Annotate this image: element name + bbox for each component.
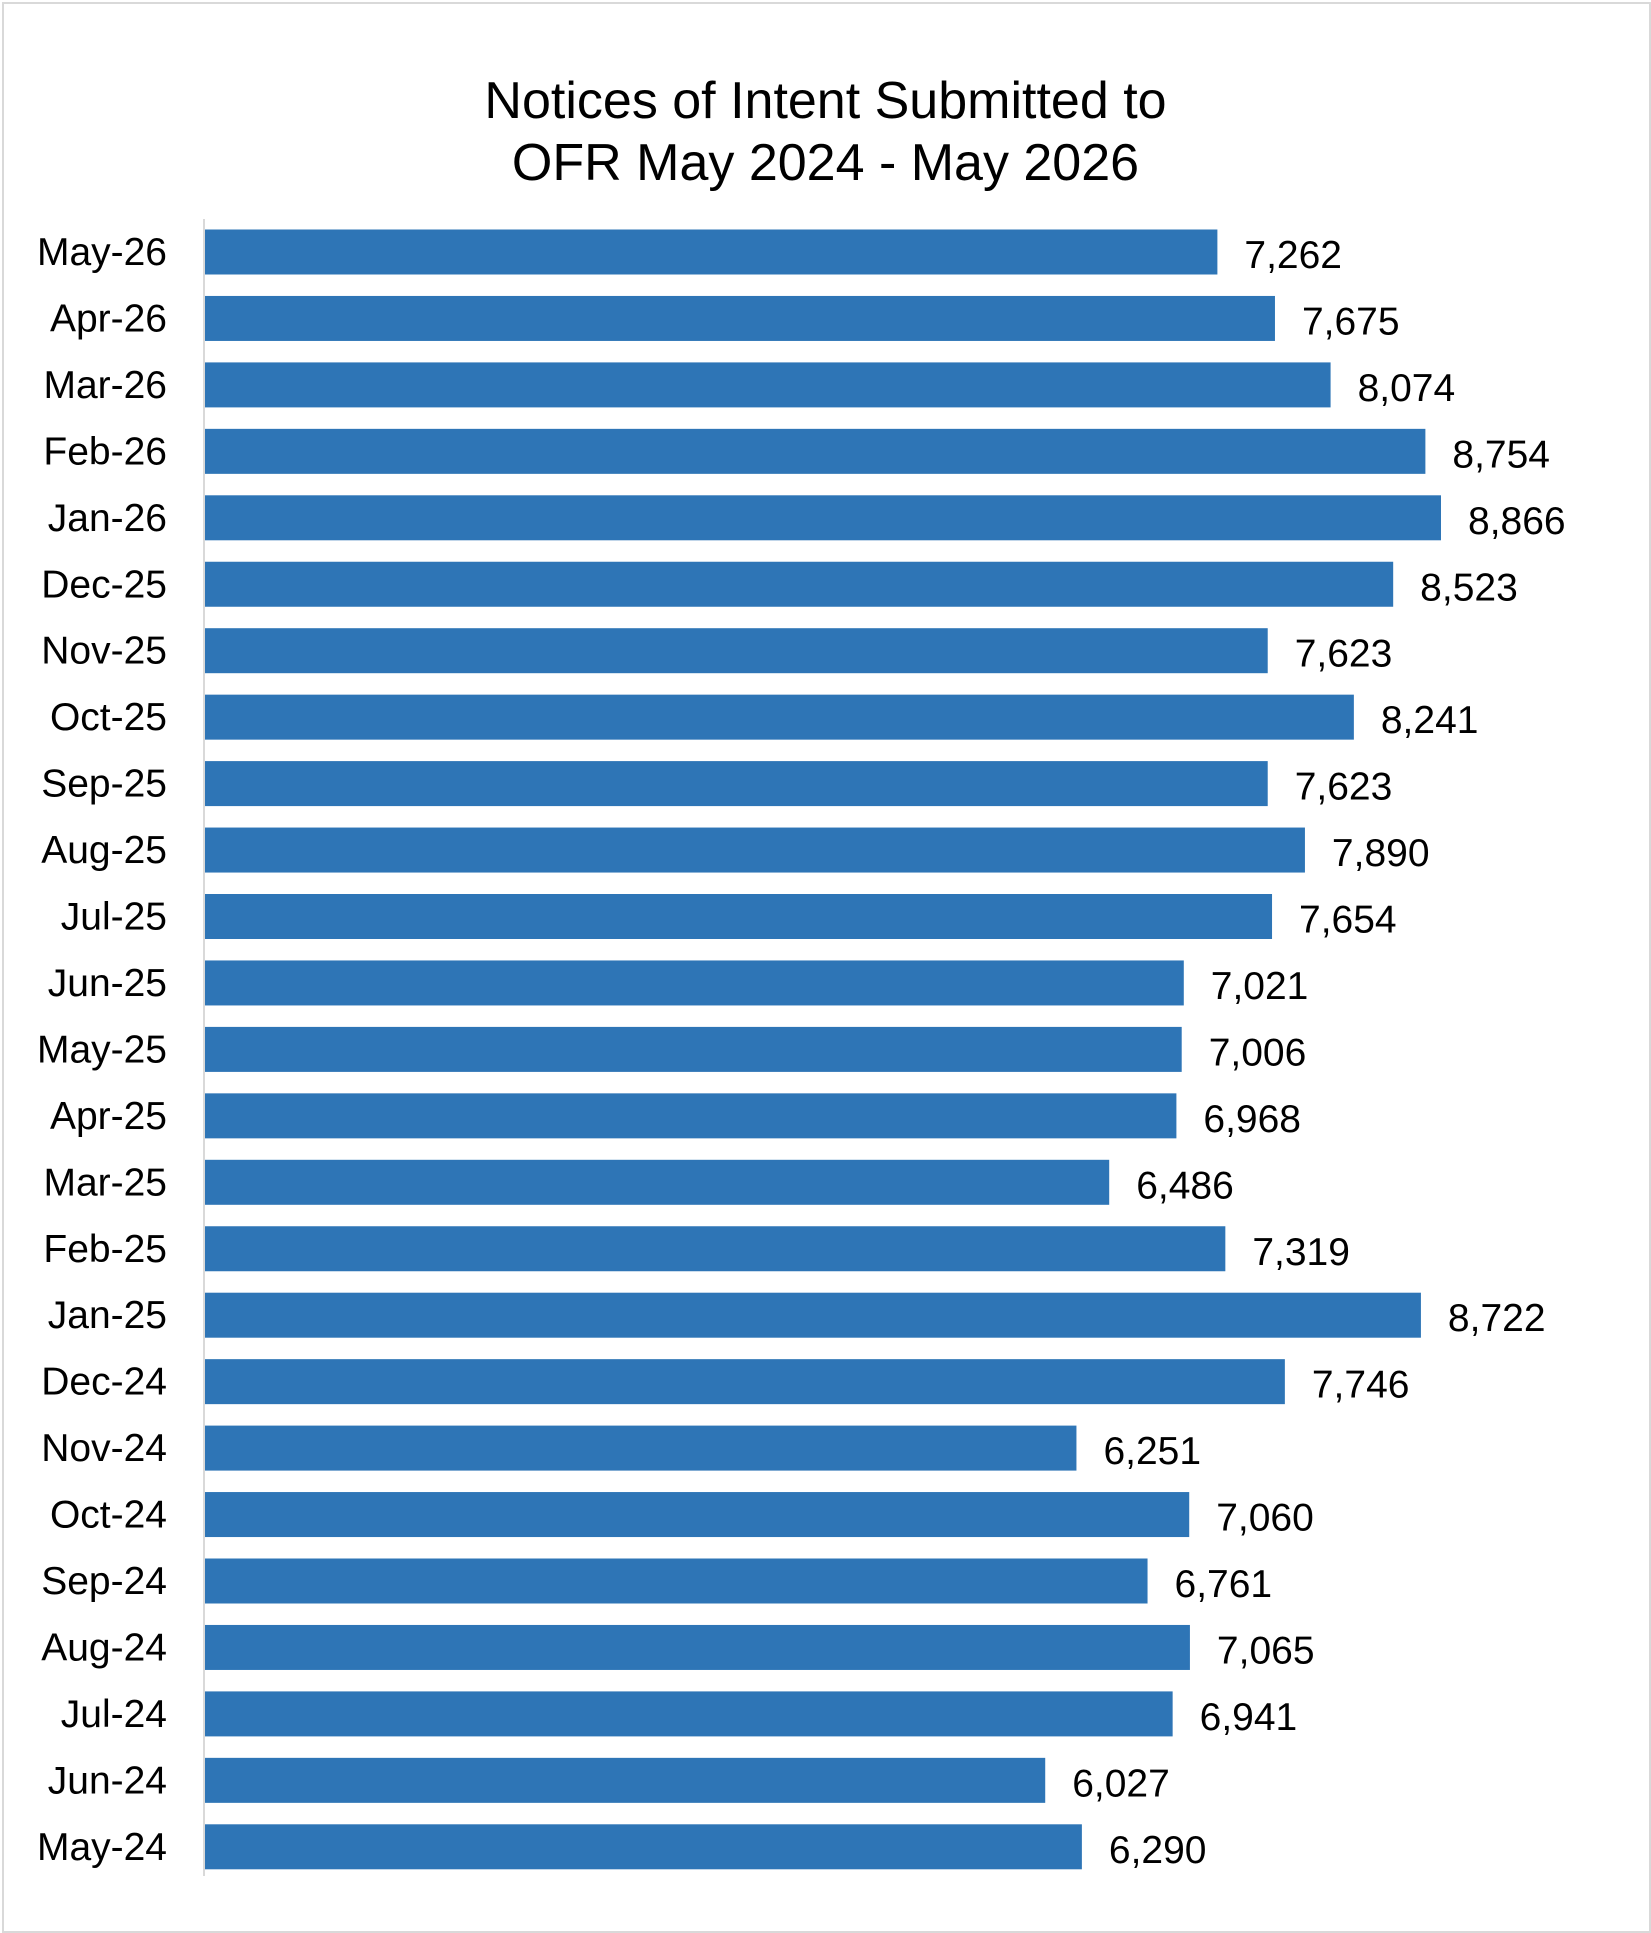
value-label: 8,523 [1420,566,1518,609]
category-label: Jan-25 [48,1294,167,1337]
category-label: Dec-25 [41,563,167,606]
value-label: 6,968 [1203,1098,1301,1141]
value-label: 7,890 [1332,832,1430,875]
value-label: 7,262 [1244,234,1342,277]
value-label: 8,754 [1452,433,1550,476]
bar-jun-24 [205,1757,1046,1803]
value-label: 8,722 [1448,1297,1546,1340]
value-label: 7,623 [1295,766,1393,809]
category-label: Feb-26 [43,430,167,473]
bar-nov-25 [205,628,1268,674]
bar-may-26 [205,229,1218,275]
bar-aug-25 [205,827,1305,873]
category-label: Mar-26 [43,364,167,407]
bar-nov-24 [205,1425,1077,1471]
category-label: May-24 [37,1826,167,1869]
category-label: Feb-25 [43,1228,167,1271]
bar-sep-25 [205,761,1268,807]
bar-jun-25 [205,960,1184,1006]
category-label: Oct-24 [50,1494,167,1537]
value-label: 6,761 [1175,1563,1273,1606]
category-label: Aug-24 [41,1626,167,1669]
bar-jul-25 [205,894,1273,939]
bar-jul-24 [205,1691,1173,1737]
bar-apr-25 [205,1093,1177,1139]
value-labels-group: 7,262 7,675 8,074 8,754 8,866 8,523 7,623 8,241… [1072,234,1565,1872]
value-label: 6,251 [1103,1430,1201,1473]
category-label: Sep-24 [41,1560,167,1603]
value-label: 7,623 [1295,633,1393,676]
value-label: 6,290 [1109,1829,1207,1872]
category-label: Jan-26 [48,497,167,540]
category-labels-group: May-26 Apr-26 Mar-26 Feb-26 Jan-26 Dec-25 Nov-… [37,231,167,1869]
category-label: Mar-25 [43,1161,167,1204]
bar-dec-24 [205,1359,1285,1405]
bar-jan-26 [205,495,1441,541]
bar-mar-26 [205,362,1331,408]
value-label: 6,027 [1072,1762,1170,1805]
category-label: May-25 [37,1028,167,1071]
category-label: Aug-25 [41,829,167,872]
category-label: Jun-25 [48,962,167,1005]
bar-mar-25 [205,1159,1110,1205]
bar-oct-25 [205,694,1354,740]
category-label: Sep-25 [41,763,167,806]
value-label: 8,074 [1358,367,1456,410]
bar-feb-25 [205,1226,1226,1272]
value-label: 7,675 [1302,300,1400,343]
bar-dec-25 [205,561,1394,607]
value-label: 7,006 [1209,1031,1307,1074]
chart-title: Notices of Intent Submitted to OFR May 2… [484,72,1167,192]
bar-aug-24 [205,1624,1190,1670]
category-label: Jul-24 [61,1693,167,1736]
value-label: 7,060 [1216,1497,1314,1540]
bar-sep-24 [205,1558,1148,1604]
bar-may-25 [205,1026,1182,1072]
value-label: 7,319 [1252,1231,1350,1274]
bar-jan-25 [205,1292,1421,1338]
category-label: Dec-24 [41,1361,167,1404]
category-label: Oct-25 [50,696,167,739]
bar-feb-26 [205,428,1426,474]
value-label: 7,065 [1217,1629,1315,1672]
category-label: Apr-26 [50,297,167,340]
bars-group [205,229,1441,1870]
value-label: 6,486 [1136,1164,1234,1207]
category-label: Jul-25 [61,896,167,939]
bar-apr-26 [205,295,1275,341]
category-label: Nov-24 [41,1427,167,1470]
value-label: 8,866 [1468,500,1566,543]
bar-oct-24 [205,1492,1190,1538]
value-label: 6,941 [1200,1696,1298,1739]
value-label: 7,746 [1312,1364,1410,1407]
value-label: 7,021 [1211,965,1309,1008]
category-label: Apr-25 [50,1095,167,1138]
bar-may-24 [205,1824,1082,1870]
category-label: Nov-25 [41,630,167,673]
category-label: May-26 [37,231,167,274]
value-label: 8,241 [1381,699,1479,742]
category-label: Jun-24 [48,1759,167,1802]
value-label: 7,654 [1299,899,1397,942]
